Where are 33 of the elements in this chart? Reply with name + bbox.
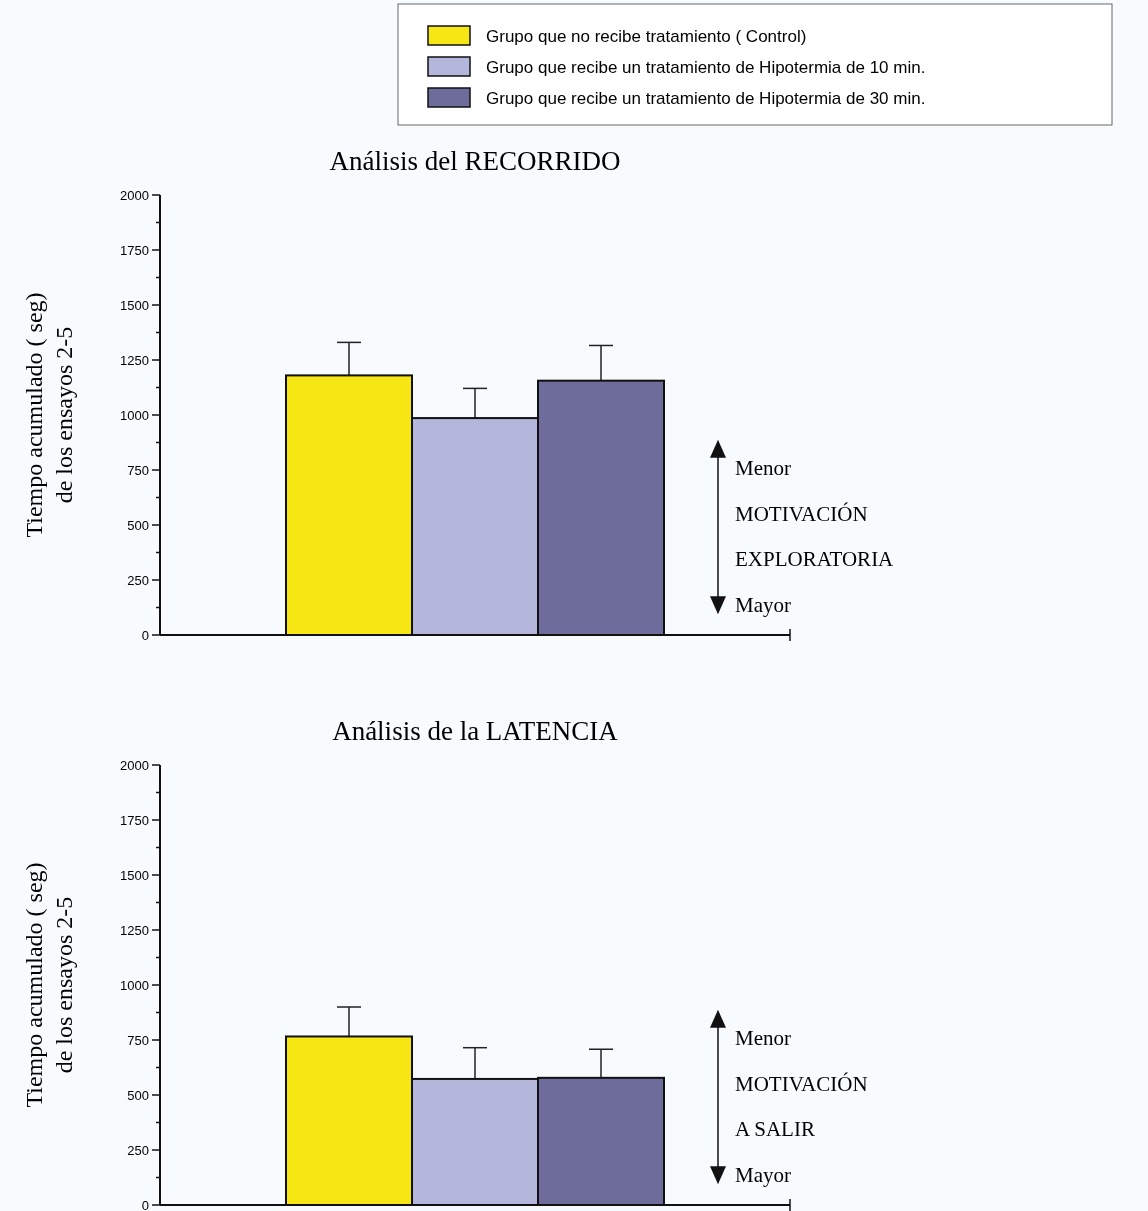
y-tick-label: 1250 [120,352,149,368]
annotation: Mayor [735,592,791,617]
y-tick-label: 750 [127,1032,149,1048]
y-tick-label: 0 [141,627,149,643]
annotation: EXPLORATORIA [735,547,895,572]
y-tick-label: 1750 [120,242,149,258]
chart-title: Análisis del RECORRIDO [329,146,621,176]
annotation: Mayor [735,1162,791,1187]
y-tick-label: 2000 [120,757,149,773]
y-tick-label: 500 [127,1087,149,1103]
y-tick-label: 1500 [120,867,149,883]
chart-title: Análisis de la LATENCIA [332,716,619,746]
y-tick-label: 750 [127,462,149,478]
y-axis-title: Tiempo acumulado ( seg) de los ensayos 2-5 [21,292,77,538]
y-tick-label: 1250 [120,922,149,938]
annotation: MOTIVACIÓN [735,501,868,526]
y-tick-label: 250 [127,572,149,588]
annotation: MOTIVACIÓN [735,1071,868,1096]
y-tick-label: 0 [141,1197,149,1211]
legend-label: Grupo que no recibe tratamiento ( Control) [486,26,807,46]
y-tick-label: 1750 [120,812,149,828]
y-tick-label: 2000 [120,187,149,203]
y-axis-title: Tiempo acumulado ( seg) de los ensayos 2-5 [21,862,77,1108]
y-tick-label: 1000 [120,977,149,993]
annotation: A SALIR [735,1117,815,1142]
y-tick-label: 250 [127,1142,149,1158]
annotation: Menor [735,1026,791,1051]
y-tick-label: 1500 [120,297,149,313]
annotation: Menor [735,456,791,481]
legend-label: Grupo que recibe un tratamiento de Hipotermia de 30 min. [486,88,926,108]
legend-label: Grupo que recibe un tratamiento de Hipotermia de 10 min. [486,57,926,77]
y-tick-label: 500 [127,517,149,533]
y-tick-label: 1000 [120,407,149,423]
